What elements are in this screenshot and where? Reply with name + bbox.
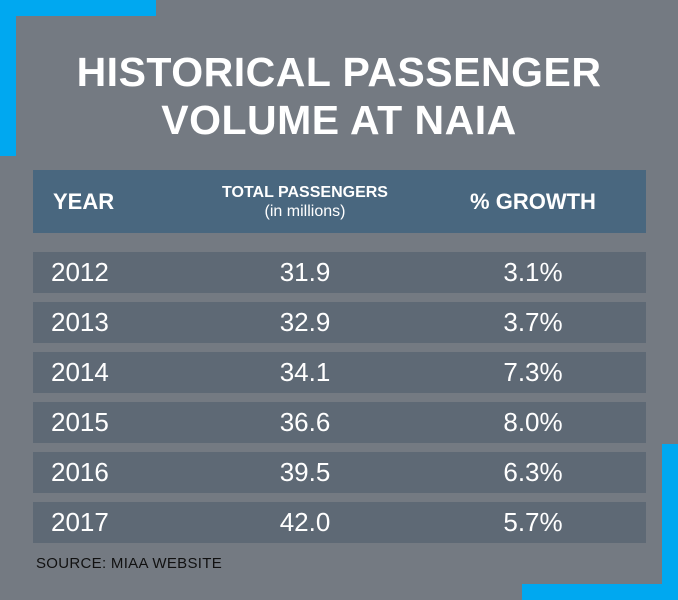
table-row: 2014 34.1 7.3%: [33, 352, 646, 393]
total-passengers-cell: 42.0: [279, 507, 331, 537]
growth-cell: 3.7%: [503, 307, 563, 337]
year-cell: 2014: [51, 357, 109, 387]
table-row: 2012 31.9 3.1%: [33, 252, 646, 293]
table-row: 2015 36.6 8.0%: [33, 402, 646, 443]
source-note: SOURCE: MIAA WEBSITE: [36, 555, 223, 572]
header-year: YEAR: [53, 188, 115, 214]
table-row: 2017 42.0 5.7%: [33, 502, 646, 543]
total-passengers-cell: 34.1: [279, 357, 331, 387]
year-cell: 2012: [51, 257, 109, 287]
year-cell: 2017: [51, 507, 109, 537]
total-passengers-cell: 32.9: [279, 307, 331, 337]
header-total-label: TOTAL PASSENGERS: [222, 183, 388, 201]
table-row: 2016 39.5 6.3%: [33, 452, 646, 493]
total-passengers-cell: 39.5: [279, 457, 331, 487]
title-line-1: HISTORICAL PASSENGER: [76, 49, 602, 95]
header-total-unit: (in millions): [264, 202, 346, 220]
accent-corner-bottom-right-vertical: [662, 444, 678, 600]
table-header: YEAR TOTAL PASSENGERS (in millions) % GR…: [33, 170, 646, 233]
growth-cell: 6.3%: [503, 457, 563, 487]
header-total-passengers: TOTAL PASSENGERS (in millions): [173, 170, 437, 233]
table-body: 2012 31.9 3.1% 2013 32.9 3.7% 2014 34.1 7.3% 2015…: [33, 252, 646, 552]
chart-title: HISTORICAL PASSENGER VOLUME AT NAIA: [0, 48, 678, 144]
total-passengers-cell: 31.9: [279, 257, 331, 287]
header-growth: % GROWTH: [470, 188, 596, 214]
accent-corner-bottom-right-horizontal: [522, 584, 678, 600]
year-cell: 2013: [51, 307, 109, 337]
growth-cell: 3.1%: [503, 257, 563, 287]
title-line-2: VOLUME AT NAIA: [161, 97, 517, 143]
accent-corner-top-left-horizontal: [0, 0, 156, 16]
growth-cell: 8.0%: [503, 407, 563, 437]
year-cell: 2016: [51, 457, 109, 487]
growth-cell: 7.3%: [503, 357, 563, 387]
year-cell: 2015: [51, 407, 109, 437]
growth-cell: 5.7%: [503, 507, 563, 537]
total-passengers-cell: 36.6: [279, 407, 331, 437]
table-row: 2013 32.9 3.7%: [33, 302, 646, 343]
accent-corner-top-left-vertical: [0, 0, 16, 156]
